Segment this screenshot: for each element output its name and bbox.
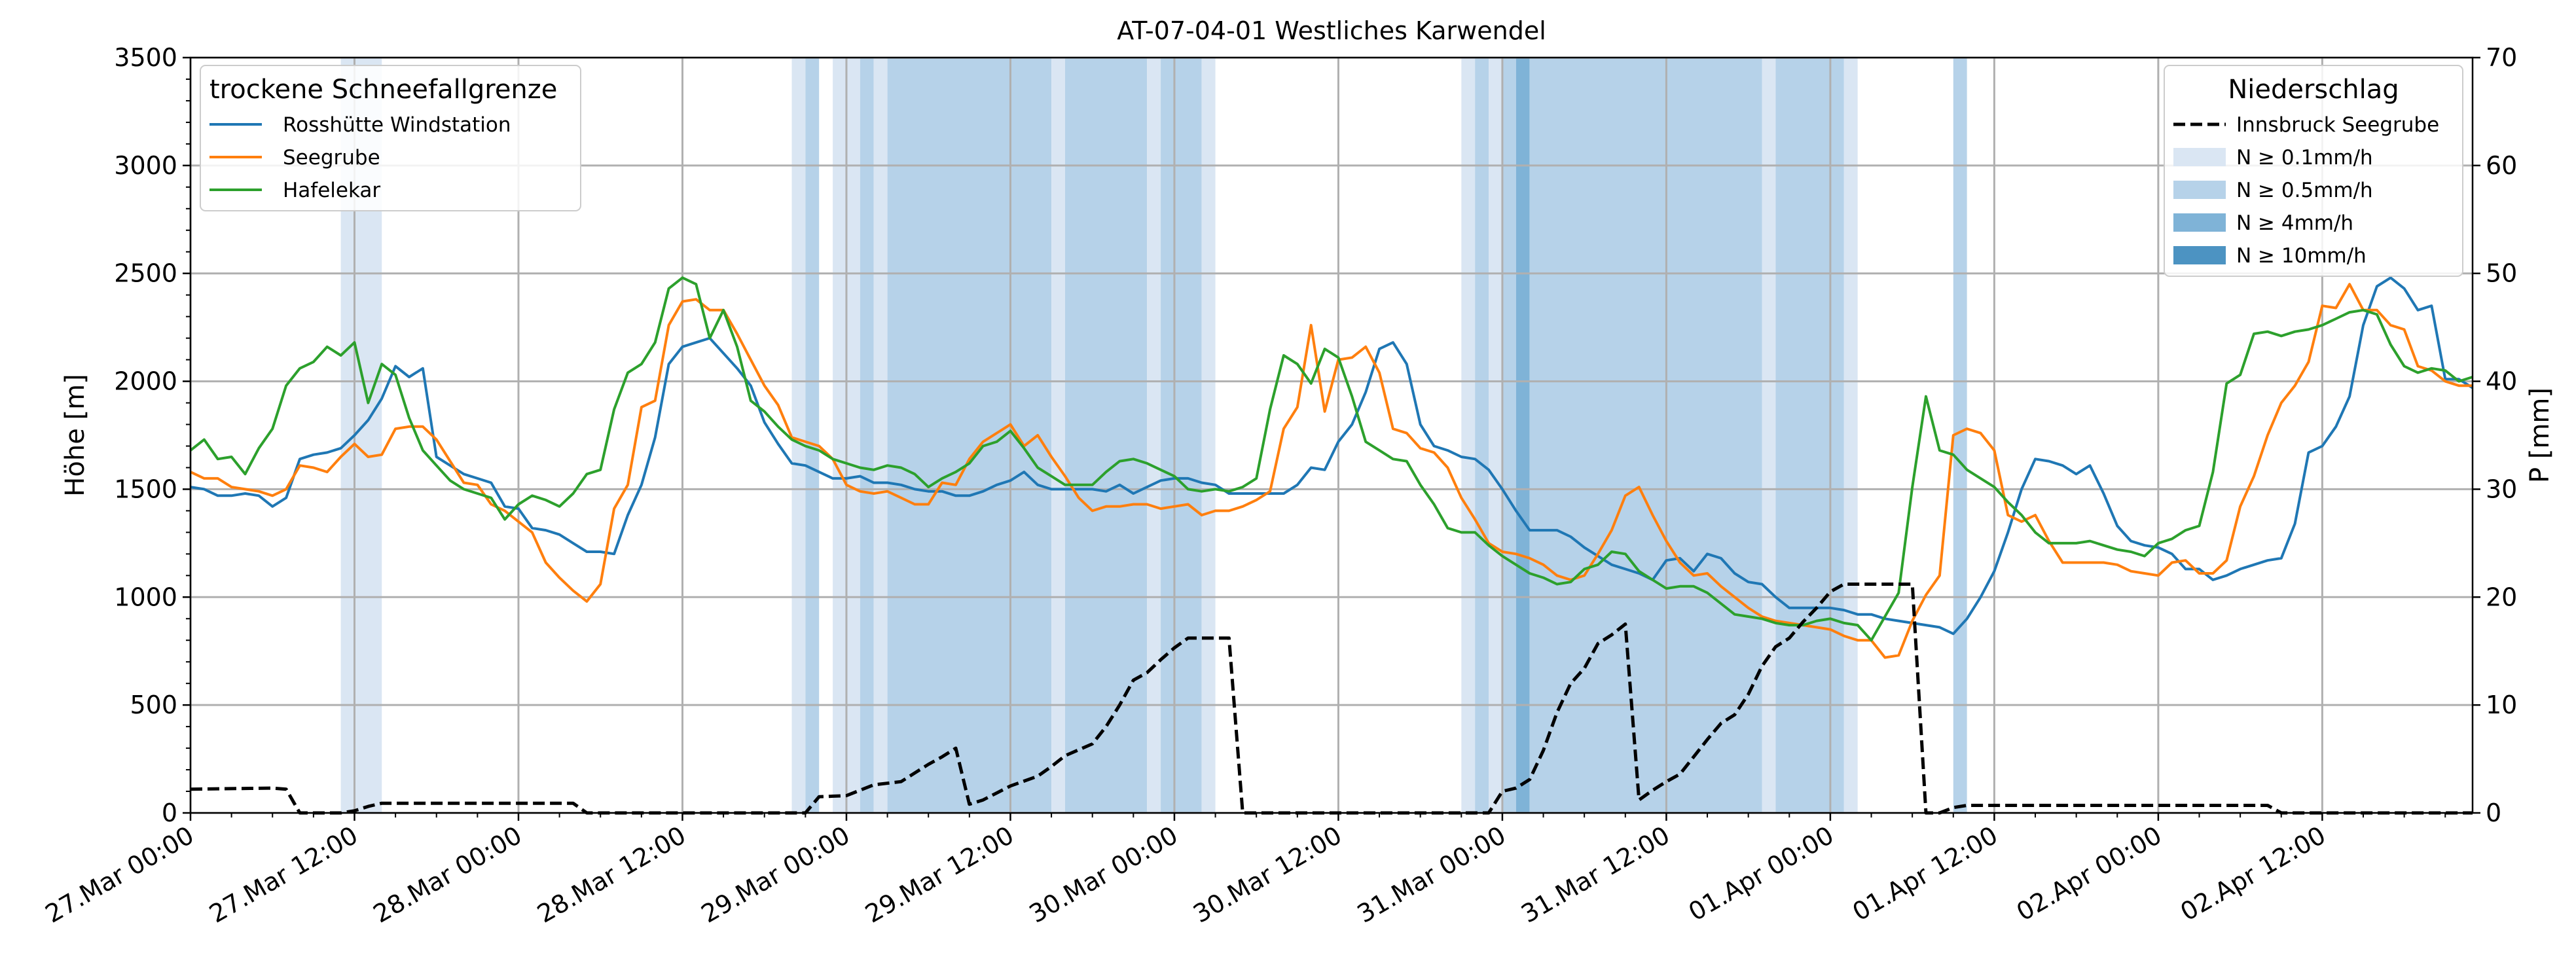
- precip-band: [1461, 58, 1476, 813]
- precip-band: [860, 58, 874, 813]
- precip-band: [1515, 58, 1530, 813]
- y-tick-label: 1000: [114, 583, 177, 611]
- precip-band: [791, 58, 806, 813]
- legend-right-entries: Innsbruck Seegrube N ≥ 0.1mm/h N ≥ 0.5mm/h…: [2173, 113, 2439, 268]
- plot-frame: [189, 56, 2474, 814]
- x-tick-label: 30.Mar 12:00: [1188, 821, 1347, 929]
- precip-bands: [340, 58, 1967, 813]
- x-tick-label: 02.Apr 12:00: [2175, 821, 2331, 927]
- legend-band-swatch: [2173, 213, 2226, 232]
- y-tick-label: 3500: [114, 43, 177, 72]
- precip-band: [1051, 58, 1065, 813]
- x-tick-label: 01.Apr 12:00: [1847, 821, 2003, 927]
- y2-tick-label: 10: [2486, 691, 2517, 719]
- legend-left-title: trockene Schneefallgrenze: [209, 75, 557, 105]
- precip-band: [1201, 58, 1216, 813]
- y2-tick-label: 0: [2486, 799, 2501, 827]
- series-lines: [189, 276, 2474, 815]
- precip-band: [1147, 58, 1161, 813]
- y2-tick-label: 30: [2486, 475, 2517, 503]
- precip-band: [805, 58, 820, 813]
- series-line: [190, 583, 2473, 815]
- x-tick-label: 31.Mar 00:00: [1352, 821, 1511, 929]
- legend-right-label: N ≥ 0.5mm/h: [2236, 179, 2373, 202]
- x-tick-label: 27.Mar 00:00: [41, 821, 199, 929]
- y2-tick-label: 60: [2486, 151, 2517, 180]
- precip-band: [1529, 58, 1762, 813]
- legend-left-label: Hafelekar: [283, 179, 380, 202]
- x-tick-label: 31.Mar 12:00: [1516, 821, 1675, 929]
- series-line: [189, 276, 2473, 642]
- series-line: [190, 283, 2473, 659]
- precip-band: [1762, 58, 1776, 813]
- x-tick-label: 29.Mar 12:00: [860, 821, 1019, 929]
- y2-tick-label: 40: [2486, 367, 2517, 396]
- legend-band-swatch: [2173, 148, 2226, 166]
- y-axis-label-left: Höhe [m]: [60, 374, 90, 496]
- precip-band: [873, 58, 888, 813]
- legend-left: trockene Schneefallgrenze Rosshütte Wind…: [200, 65, 581, 211]
- precip-band: [887, 58, 1052, 813]
- x-tick-label: 27.Mar 12:00: [204, 821, 363, 929]
- legend-right-label: N ≥ 4mm/h: [2236, 211, 2353, 235]
- x-tick-label: 29.Mar 00:00: [697, 821, 855, 929]
- legend-left-box: [200, 65, 581, 211]
- y-tick-label: 2500: [114, 259, 177, 288]
- precip-band: [1775, 58, 1844, 813]
- precip-band: [1475, 58, 1489, 813]
- y-tick-label: 1500: [114, 475, 177, 503]
- y2-tick-label: 70: [2486, 43, 2517, 72]
- legend-left-entries: Rosshütte Windstation Seegrube Hafelekar: [209, 113, 511, 202]
- y2-tick-label: 20: [2486, 583, 2517, 611]
- x-tick-label: 28.Mar 12:00: [532, 821, 691, 929]
- precip-band: [1161, 58, 1202, 813]
- y-tick-label: 0: [162, 799, 177, 827]
- legend-right: Niederschlag Innsbruck Seegrube N ≥ 0.1mm…: [2164, 65, 2463, 277]
- y-tick-label: 3000: [114, 151, 177, 180]
- legend-right-label: Innsbruck Seegrube: [2236, 113, 2439, 137]
- legend-right-box: [2164, 65, 2463, 277]
- x-tick-label: 02.Apr 00:00: [2012, 821, 2167, 927]
- precip-band: [1064, 58, 1148, 813]
- precip-band: [1843, 58, 1858, 813]
- legend-right-label: N ≥ 0.1mm/h: [2236, 146, 2373, 170]
- legend-right-title: Niederschlag: [2228, 75, 2399, 105]
- legend-left-label: Rosshütte Windstation: [283, 113, 511, 137]
- legend-band-swatch: [2173, 246, 2226, 264]
- precip-band: [1489, 58, 1502, 813]
- chart-title: AT-07-04-01 Westliches Karwendel: [1117, 16, 1546, 45]
- series-line: [190, 276, 2474, 636]
- legend-left-label: Seegrube: [283, 146, 380, 170]
- x-tick-label: 28.Mar 00:00: [369, 821, 527, 929]
- x-tick-label: 30.Mar 00:00: [1025, 821, 1183, 929]
- legend-band-swatch: [2173, 181, 2226, 199]
- precip-band: [1502, 58, 1516, 813]
- y-axis-label-right: P [mm]: [2525, 387, 2555, 483]
- y-tick-label: 2000: [114, 367, 177, 396]
- x-tick-label: 01.Apr 00:00: [1684, 821, 1839, 927]
- y-tick-label: 500: [130, 691, 177, 719]
- legend-right-label: N ≥ 10mm/h: [2236, 244, 2367, 268]
- y2-tick-label: 50: [2486, 259, 2517, 288]
